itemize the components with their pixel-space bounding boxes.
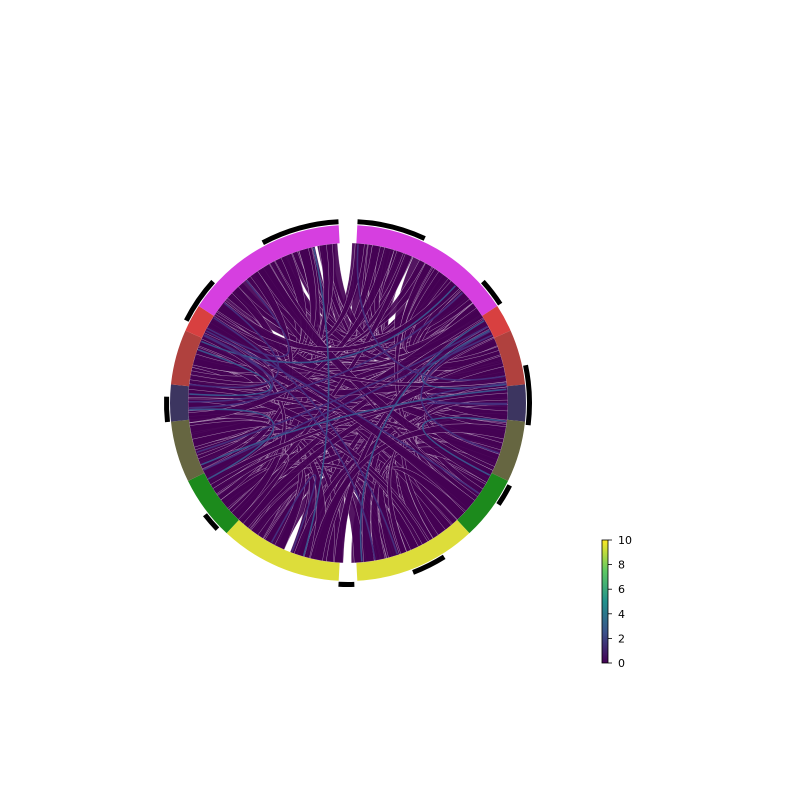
segment-3 xyxy=(507,384,526,422)
track-arc-2 xyxy=(523,364,533,426)
chord-link-weighted xyxy=(359,320,485,562)
chord-link-weighted xyxy=(189,302,280,389)
segment-5 xyxy=(457,473,508,534)
chord-link-weighted xyxy=(189,334,274,409)
colorbar-ticks: 0 2 4 6 8 10 xyxy=(608,534,632,670)
chord-links xyxy=(187,242,509,564)
segment-2 xyxy=(494,330,526,387)
circle-segments xyxy=(170,225,526,581)
track-arc-0 xyxy=(357,219,426,241)
segment-9 xyxy=(170,419,205,482)
chord-link-weighted xyxy=(189,349,272,397)
chord-link xyxy=(212,452,290,525)
segment-12 xyxy=(185,306,214,338)
colorbar-tick-label: 2 xyxy=(618,632,625,645)
chord-link-weighted xyxy=(189,408,275,480)
colorbar-tick-label: 10 xyxy=(618,534,632,547)
track-arc-1 xyxy=(481,279,503,306)
chord-link-weighted xyxy=(203,334,376,560)
segment-11 xyxy=(170,330,202,387)
track-arc-9 xyxy=(261,219,339,245)
chord-link-weighted xyxy=(188,292,464,403)
colorbar: 0 2 4 6 8 10 xyxy=(601,534,632,670)
chord-link xyxy=(239,355,505,529)
segment-4 xyxy=(491,419,526,482)
segment-1 xyxy=(482,306,511,338)
chord-link-weighted xyxy=(196,325,488,454)
chord-link-weighted xyxy=(302,247,330,556)
track-arc-8 xyxy=(184,279,215,322)
chord-link-weighted xyxy=(203,334,493,471)
chord-link-weighted xyxy=(356,244,505,381)
colorbar-gradient xyxy=(601,539,609,664)
chord-link-weighted xyxy=(270,474,317,553)
chord-link-weighted xyxy=(205,330,480,495)
track-arc-3 xyxy=(496,484,512,506)
segment-10 xyxy=(170,384,189,422)
chord-link-weighted xyxy=(420,330,500,454)
chord-link xyxy=(309,423,507,562)
segment-0 xyxy=(356,225,498,316)
track-arc-4 xyxy=(412,554,446,575)
track-arc-5 xyxy=(338,581,355,588)
segment-8 xyxy=(188,473,239,534)
segment-6 xyxy=(356,520,470,581)
track-arc-6 xyxy=(203,513,220,531)
colorbar-tick-label: 8 xyxy=(618,559,625,572)
segment-13 xyxy=(198,225,340,316)
chord-link-weighted xyxy=(422,416,507,476)
colorbar-tick-label: 4 xyxy=(618,608,625,621)
chord-link-weighted xyxy=(201,388,507,466)
outer-track xyxy=(164,219,533,588)
chord-link xyxy=(257,263,494,484)
colorbar-tick-label: 0 xyxy=(618,657,625,670)
segment-7 xyxy=(226,520,340,581)
track-arc-7 xyxy=(164,396,170,423)
chord-link-weighted xyxy=(207,280,290,358)
colorbar-tick-label: 6 xyxy=(618,583,625,596)
